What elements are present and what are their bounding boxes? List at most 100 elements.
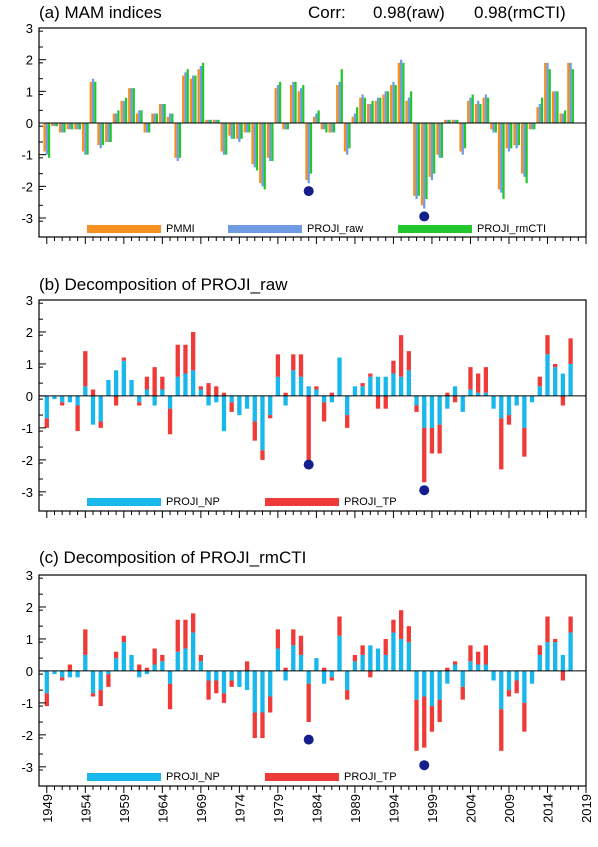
bar-proji-raw	[330, 123, 333, 133]
bar-proji-raw	[461, 123, 464, 155]
bar-proji-rmcti	[471, 94, 474, 123]
bar-proji-rmcti	[171, 113, 174, 123]
bar-proji-tp	[306, 683, 311, 723]
bar-proji-rmcti	[486, 97, 490, 123]
bar-pmmi	[158, 104, 162, 123]
y-tick-label: 1	[26, 632, 33, 647]
bar-proji-np	[252, 670, 257, 713]
bar-pmmi	[536, 107, 539, 123]
bar-proji-np	[260, 395, 265, 451]
bar-proji-tp	[483, 367, 489, 393]
bar-proji-raw	[407, 97, 410, 123]
bar-proji-np	[314, 658, 319, 671]
bar-proji-np	[329, 670, 334, 678]
bar-proji-raw	[361, 94, 364, 123]
legend-label-proji-tp: PROJI_TP	[344, 771, 397, 783]
bar-proji-tp	[144, 376, 150, 390]
bar-proji-rmcti	[348, 123, 351, 149]
bar-proji-raw	[45, 123, 48, 155]
panel-a-legend: PMMI PROJI_raw PROJI_rmCTI	[87, 223, 546, 235]
panel-b-title: (b) Decomposition of PROJI_raw	[39, 275, 288, 294]
bar-proji-np	[244, 395, 250, 409]
bar-proji-rmcti	[248, 123, 251, 133]
bar-proji-np	[121, 642, 126, 671]
bar-proji-np	[306, 386, 311, 396]
bar-proji-tp	[560, 670, 566, 681]
bar-proji-np	[75, 395, 80, 406]
panel-a-corr-raw: 0.98(raw)	[373, 3, 445, 22]
bar-pmmi	[212, 119, 216, 123]
bar-proji-tp	[468, 645, 473, 662]
bar-proji-np	[214, 395, 219, 403]
bar-proji-np	[167, 670, 173, 684]
bar-proji-tp	[375, 395, 381, 409]
bar-proji-np	[321, 670, 327, 684]
panel-a-corr-label: Corr:	[308, 3, 346, 22]
bar-proji-tp	[391, 619, 396, 633]
bar-pmmi	[359, 97, 362, 123]
bar-proji-raw	[192, 75, 195, 123]
bar-proji-tp	[144, 667, 150, 671]
legend-swatch-proji-np	[87, 773, 161, 781]
bar-pmmi	[513, 123, 516, 146]
bar-proji-np	[167, 395, 173, 409]
bar-proji-np	[499, 395, 504, 419]
bar-proji-np	[398, 638, 404, 671]
bar-proji-raw	[307, 123, 310, 184]
bar-proji-raw	[199, 66, 202, 123]
bar-proji-tp	[298, 635, 304, 655]
bar-proji-np	[368, 645, 373, 671]
bar-proji-tp	[452, 661, 458, 665]
bar-proji-raw	[353, 113, 357, 123]
y-tick-label: 1	[26, 84, 33, 99]
bar-proji-np	[537, 386, 542, 396]
bar-proji-np	[568, 632, 573, 671]
bar-proji-tp	[560, 395, 566, 406]
bar-proji-rmcti	[201, 62, 205, 123]
bar-proji-tp	[522, 427, 527, 457]
bar-proji-tp	[437, 699, 442, 723]
bar-proji-np	[529, 395, 535, 403]
y-tick-label: 3	[26, 568, 33, 583]
bar-proji-tp	[429, 427, 435, 454]
bar-proji-np	[121, 360, 126, 396]
bar-proji-tp	[191, 613, 196, 633]
bar-pmmi	[443, 119, 447, 123]
bar-proji-np	[545, 642, 550, 671]
bar-proji-tp	[391, 360, 396, 374]
bar-proji-rmcti	[510, 123, 513, 149]
bar-pmmi	[74, 123, 77, 130]
bar-proji-tp	[383, 638, 388, 655]
bar-proji-np	[329, 395, 334, 403]
bar-proji-raw	[91, 78, 95, 123]
bar-proji-tp	[337, 616, 342, 636]
bar-pmmi	[474, 104, 478, 123]
bar-proji-tp	[476, 651, 481, 665]
bar-proji-np	[229, 670, 234, 681]
bar-proji-raw	[554, 91, 557, 123]
bar-pmmi	[428, 123, 431, 177]
bar-proji-rmcti	[117, 110, 120, 123]
bar-proji-np	[191, 632, 196, 671]
bar-proji-np	[398, 376, 404, 396]
bar-proji-np	[476, 392, 481, 396]
bar-proji-np	[414, 395, 419, 406]
panel-a-title: (a) MAM indices	[39, 3, 162, 22]
bar-proji-np	[291, 645, 296, 671]
bar-pmmi	[235, 123, 239, 139]
x-axis-year-labels: 1949 1954 1959 1964 1969 1974 1979 1984 1989 1994…	[40, 794, 594, 823]
bar-proji-rmcti	[94, 81, 97, 123]
bar-proji-np	[422, 395, 427, 428]
bar-proji-np	[499, 670, 504, 710]
bar-proji-tp	[137, 664, 142, 671]
legend-swatch-proji-tp	[265, 773, 339, 781]
bar-proji-rmcti	[409, 91, 413, 123]
bar-proji-raw	[122, 100, 125, 123]
bar-proji-np	[60, 670, 65, 678]
bar-proji-np	[360, 386, 365, 396]
bar-proji-np	[106, 379, 111, 396]
bar-proji-rmcti	[71, 123, 74, 130]
legend-swatch-proji-tp	[265, 498, 339, 506]
bar-proji-rmcti	[101, 123, 105, 146]
bar-proji-tp	[152, 648, 157, 665]
